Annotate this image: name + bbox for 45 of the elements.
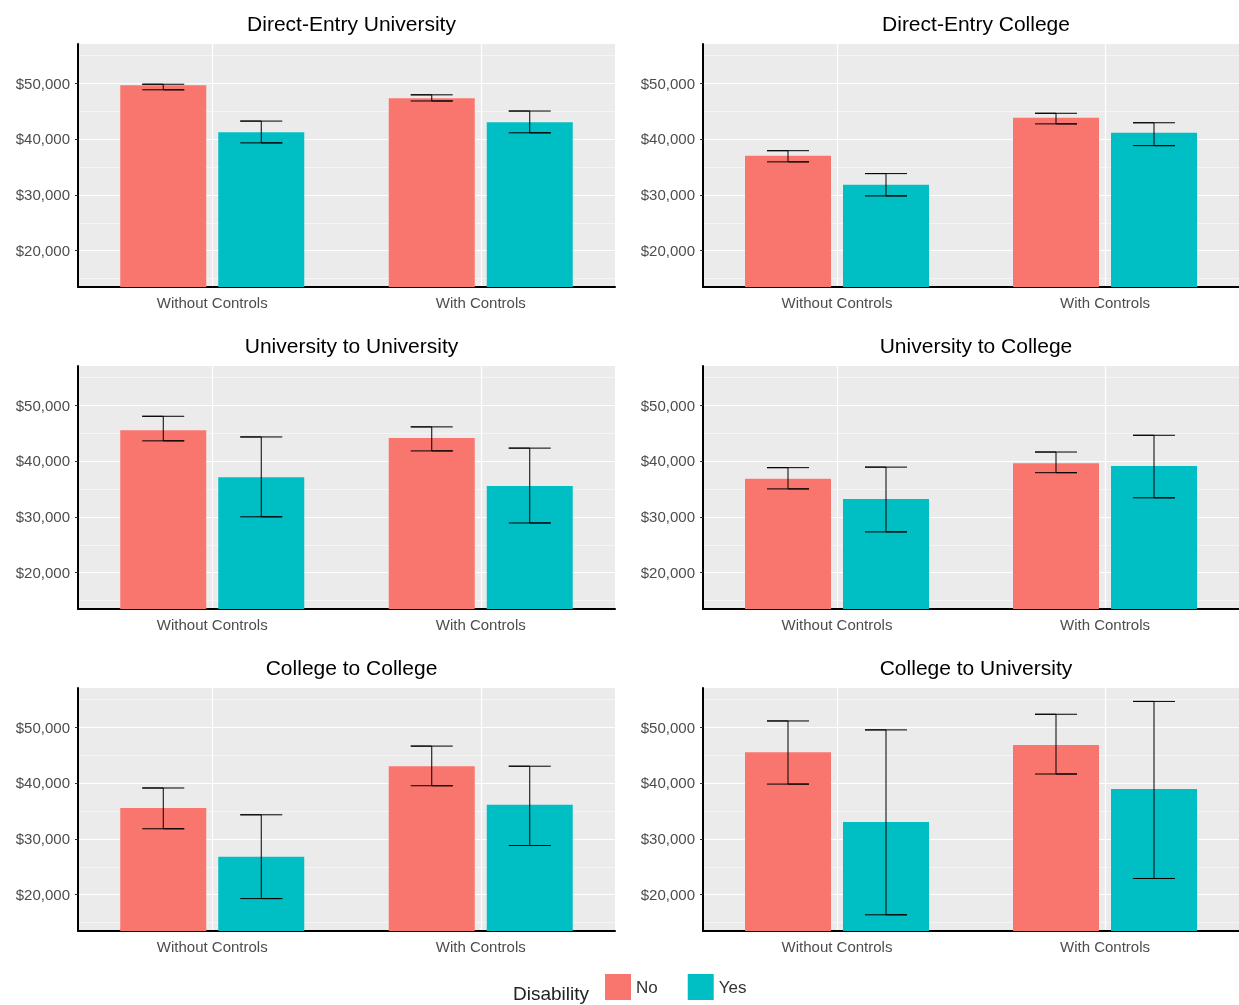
y-tick-label: $50,000 [640, 396, 695, 414]
y-tick-label: $30,000 [15, 508, 70, 526]
x-tick-label: With Controls [1059, 938, 1151, 955]
y-tick-label: $20,000 [15, 242, 70, 260]
x-tick-label: With Controls [435, 938, 526, 955]
y-tick-label: $20,000 [15, 886, 70, 904]
x-tick-label: Without Controls [781, 294, 893, 311]
y-tick-label: $20,000 [640, 886, 695, 904]
x-tick-label: With Controls [435, 616, 526, 633]
y-tick-label: $40,000 [640, 774, 695, 792]
y-tick-label: $20,000 [640, 564, 695, 582]
x-tick-label: Without Controls [781, 938, 893, 955]
legend-label: No [636, 977, 658, 997]
y-tick-label: $40,000 [640, 452, 695, 470]
y-tick-label: $50,000 [15, 396, 70, 414]
chart-title: Direct-Entry University [247, 12, 457, 35]
y-tick-label: $30,000 [640, 186, 695, 204]
y-tick-label: $30,000 [640, 830, 695, 848]
chart-title: University to University [244, 334, 459, 357]
x-tick-label: Without Controls [156, 938, 268, 955]
chart-title: College to College [265, 656, 438, 679]
y-tick-label: $20,000 [640, 242, 695, 260]
x-tick-label: Without Controls [156, 294, 268, 311]
y-tick-label: $20,000 [15, 564, 70, 582]
y-tick-label: $30,000 [15, 830, 70, 848]
chart-title: College to University [879, 656, 1073, 679]
x-tick-label: With Controls [435, 294, 526, 311]
legend-label: Yes [718, 977, 747, 997]
y-tick-label: $30,000 [15, 186, 70, 204]
chart-title: Direct-Entry College [882, 12, 1070, 35]
x-tick-label: With Controls [1059, 616, 1151, 633]
y-tick-label: $50,000 [15, 718, 70, 736]
y-tick-label: $40,000 [640, 130, 695, 148]
x-tick-label: With Controls [1059, 294, 1151, 311]
y-tick-label: $50,000 [640, 74, 695, 92]
legend-title: Disability [513, 983, 590, 1004]
y-tick-label: $50,000 [640, 718, 695, 736]
x-tick-label: Without Controls [781, 616, 893, 633]
y-tick-label: $30,000 [640, 508, 695, 526]
chart-title: University to College [879, 334, 1073, 357]
y-tick-label: $40,000 [15, 774, 70, 792]
y-tick-label: $40,000 [15, 130, 70, 148]
x-tick-label: Without Controls [156, 616, 268, 633]
y-tick-label: $50,000 [15, 74, 70, 92]
y-tick-label: $40,000 [15, 452, 70, 470]
